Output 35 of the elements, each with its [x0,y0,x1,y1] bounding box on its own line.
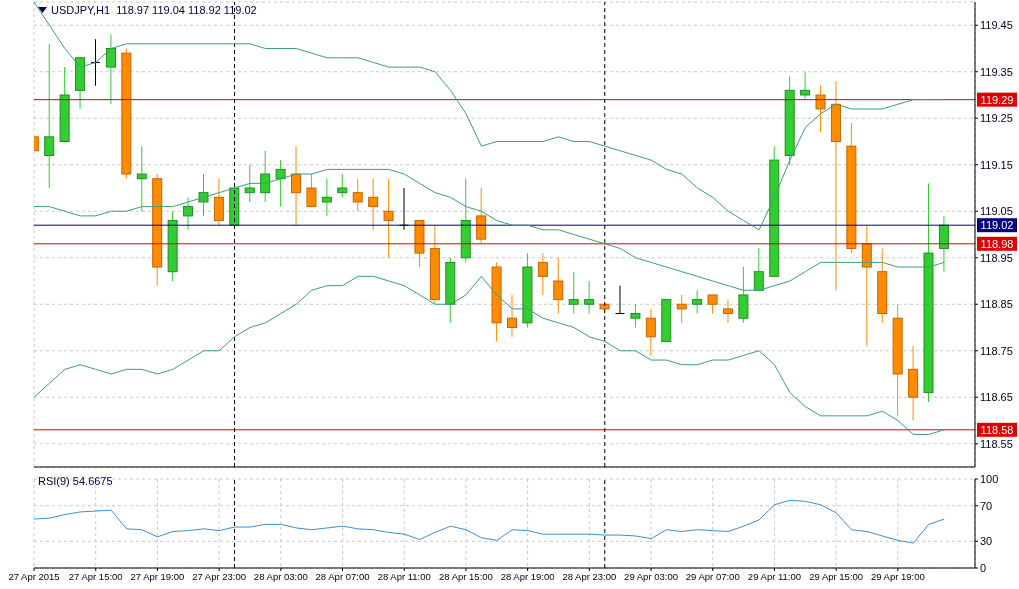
y-tick-label: 119.25 [980,112,1013,125]
y-tick-label: 118.65 [980,391,1013,404]
x-tick-label: 28 Apr 15:00 [438,570,493,582]
y-tick-label: 118.85 [980,298,1013,311]
y-tick-label: 119.45 [980,19,1013,32]
ref-line-label: 118.58 [980,423,1014,436]
y-tick-label: 100 [980,472,999,485]
chart-title: USDJPY,H1 118.97 119.04 118.92 119.02 [51,4,257,16]
x-tick-label: 28 Apr 11:00 [377,570,431,582]
y-tick-label: 118.95 [980,251,1013,264]
x-tick-label: 29 Apr 11:00 [747,570,802,582]
x-tick-label: 28 Apr 03:00 [253,570,308,582]
x-tick-label: 28 Apr 07:00 [315,570,370,582]
chart-title: RSI(9) 54.6675 [38,475,113,487]
x-tick-label: 29 Apr 15:00 [809,570,864,582]
x-tick-label: 29 Apr 03:00 [624,570,678,582]
y-tick-label: 70 [980,499,993,512]
y-tick-label: 118.55 [980,437,1013,450]
y-tick-label: 119.35 [980,65,1013,78]
x-tick-label: 28 Apr 23:00 [562,570,617,582]
x-tick-label: 29 Apr 07:00 [685,570,740,582]
ref-line-label: 119.29 [980,93,1014,106]
ref-line-label: 119.02 [980,219,1014,232]
y-tick-label: 119.05 [980,205,1013,218]
x-tick-label: 29 Apr 19:00 [870,570,925,582]
y-tick-label: 119.15 [980,158,1013,171]
x-tick-label: 27 Apr 23:00 [192,570,247,582]
y-tick-label: 118.75 [980,344,1013,357]
x-tick-label: 27 Apr 2015 [8,570,60,582]
y-tick-label: 0 [980,561,987,574]
ref-line-label: 118.98 [980,237,1014,250]
x-tick-label: 27 Apr 15:00 [68,570,123,582]
y-tick-label: 30 [980,535,993,548]
x-tick-label: 28 Apr 19:00 [500,570,555,582]
x-tick-label: 27 Apr 19:00 [130,570,185,582]
